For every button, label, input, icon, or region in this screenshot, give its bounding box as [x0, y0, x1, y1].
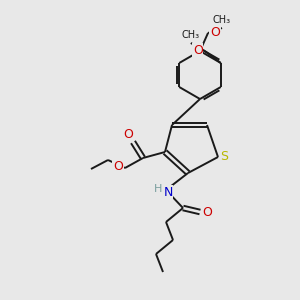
Text: CH₃: CH₃ — [213, 15, 231, 25]
Text: N: N — [163, 185, 173, 199]
Text: S: S — [220, 151, 228, 164]
Text: O: O — [210, 26, 220, 40]
Text: O: O — [193, 44, 203, 56]
Text: O: O — [113, 160, 123, 173]
Text: H: H — [154, 184, 162, 194]
Text: CH₃: CH₃ — [182, 30, 200, 40]
Text: O: O — [123, 128, 133, 142]
Text: O: O — [202, 206, 212, 218]
